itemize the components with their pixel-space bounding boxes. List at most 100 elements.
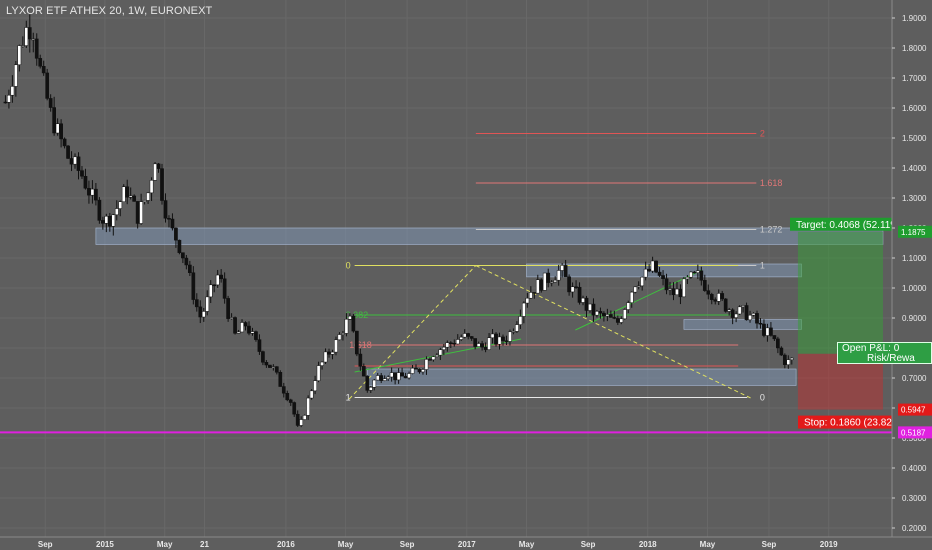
candle-body	[591, 303, 596, 316]
candle-body	[139, 201, 143, 224]
candle-body	[758, 322, 763, 325]
candle-body	[622, 309, 627, 320]
candle-body	[292, 402, 297, 415]
candle-body	[174, 227, 178, 241]
candle-body	[542, 272, 547, 291]
candle-body	[69, 158, 74, 165]
candle-body	[560, 265, 564, 271]
candle-body	[372, 379, 377, 388]
candle-body	[355, 330, 359, 355]
price-tick-label: 0.9000	[902, 314, 927, 323]
candle-body	[334, 339, 338, 353]
candle-body	[615, 318, 620, 323]
candle-body	[459, 336, 464, 340]
candle-body	[285, 392, 290, 401]
stop-label: Stop: 0.1860 (23.82%	[804, 418, 901, 429]
candle-body	[668, 288, 672, 291]
price-tick-label: 1.4000	[902, 164, 927, 173]
candle-body	[535, 279, 540, 294]
candle-body	[268, 364, 272, 368]
candle-body	[341, 333, 345, 335]
candle-body	[689, 271, 693, 278]
time-tick-label: 2016	[277, 540, 295, 549]
candle-body	[389, 372, 394, 378]
candle-body	[556, 270, 561, 281]
candle-body	[584, 297, 589, 311]
candle-body	[135, 201, 140, 224]
candle-body	[337, 334, 342, 341]
candle-body	[428, 359, 432, 361]
candle-body	[31, 38, 36, 41]
candle-body	[222, 278, 227, 299]
candle-body	[121, 186, 126, 202]
candle-body	[716, 293, 721, 302]
fib-level-label: 1.272	[760, 225, 783, 235]
candle-body	[320, 361, 324, 366]
candle-body	[229, 317, 234, 319]
candle-body	[348, 315, 352, 320]
candle-body	[299, 419, 304, 426]
price-marker-label: 0.5947	[901, 406, 926, 415]
candle-body	[271, 366, 276, 368]
open-pnl-label: Open P&L: 0	[842, 343, 900, 354]
candle-body	[702, 280, 707, 291]
candle-body	[654, 260, 658, 273]
candle-body	[518, 316, 523, 325]
candle-body	[306, 397, 310, 416]
candle-body	[497, 336, 502, 345]
candle-body	[483, 346, 488, 350]
candle-body	[20, 45, 25, 47]
candle-body	[264, 362, 269, 366]
candle-body	[160, 168, 164, 201]
candle-body	[441, 346, 446, 350]
fib-level-label: 0.382	[346, 310, 369, 320]
stop-label-bg	[798, 415, 892, 429]
candle-body	[553, 279, 558, 283]
candle-body	[769, 327, 773, 336]
candle-body	[379, 375, 384, 381]
candle-body	[755, 313, 759, 324]
candle-body	[473, 338, 478, 347]
chart-title: LYXOR ETF ATHEX 20, 1W, EURONEXT	[6, 5, 213, 17]
price-tick-label: 0.4000	[902, 464, 927, 473]
time-tick-label: 2018	[639, 540, 657, 549]
candle-body	[274, 366, 279, 373]
candle-body	[417, 368, 422, 373]
candle-body	[344, 318, 349, 334]
candle-body	[97, 199, 102, 221]
candle-body	[240, 322, 244, 333]
candle-body	[602, 312, 606, 317]
candle-body	[101, 220, 105, 224]
candle-body	[111, 214, 116, 227]
candle-body	[629, 291, 634, 303]
candle-body	[76, 156, 81, 171]
price-marker-bg	[898, 426, 932, 439]
price-tick-label: 1.3000	[902, 194, 927, 203]
candle-body	[424, 359, 429, 370]
price-tick-label: 0.5000	[902, 434, 927, 443]
candle-body	[528, 292, 533, 299]
candle-body	[3, 101, 8, 104]
candle-body	[149, 180, 154, 194]
candle-body	[713, 299, 718, 302]
candle-body	[466, 333, 471, 337]
candle-body	[723, 298, 728, 312]
candle-body	[396, 372, 401, 381]
candle-body	[323, 351, 328, 363]
candle-body	[504, 340, 509, 342]
price-marker-label: 1.1875	[901, 228, 926, 237]
time-tick-label: May	[157, 540, 173, 549]
candle-body	[170, 218, 175, 229]
price-axis-bg	[892, 0, 932, 550]
candle-body	[720, 293, 725, 300]
candle-body	[254, 331, 258, 340]
candle-body	[737, 306, 742, 315]
candle-body	[153, 163, 157, 181]
candle-body	[52, 107, 56, 134]
candle-body	[66, 145, 70, 159]
candle-body	[643, 268, 648, 278]
candle-body	[647, 268, 651, 272]
candle-body	[27, 27, 32, 40]
